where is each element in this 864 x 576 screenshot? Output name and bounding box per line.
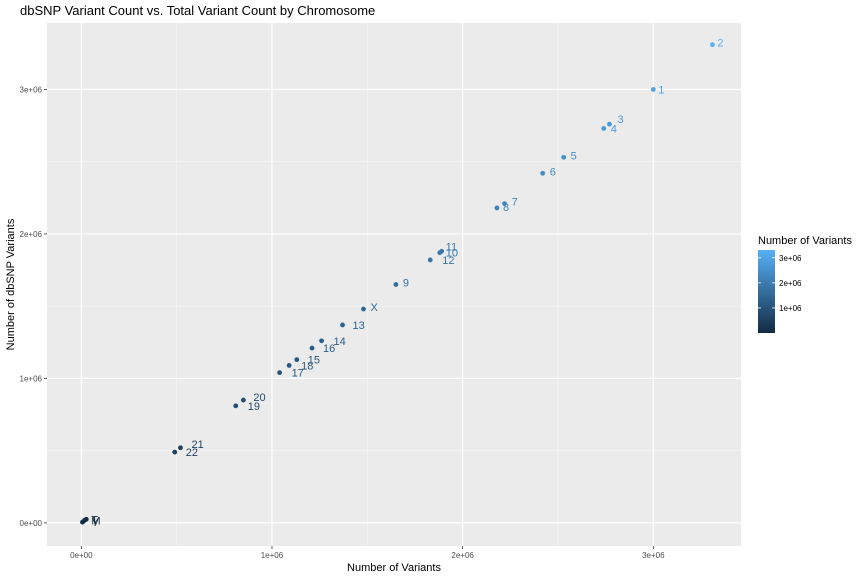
data-point-12 [427, 257, 433, 263]
data-point-2 [710, 42, 715, 48]
data-point-8 [494, 205, 500, 211]
data-point-18 [286, 363, 292, 368]
data-point-22 [172, 449, 178, 455]
point-label-21: 21 [191, 439, 203, 451]
point-label-Y: Y [91, 517, 99, 529]
point-label-M: M [91, 516, 100, 528]
point-label-10: 10 [446, 248, 458, 260]
data-point-5 [561, 154, 567, 160]
y-tick-label: 1e+06 [20, 374, 43, 383]
point-label-18: 18 [301, 360, 313, 372]
data-point-13 [340, 322, 345, 328]
data-point-9 [393, 282, 399, 287]
point-label-X: X [370, 302, 378, 314]
data-point-T [83, 516, 89, 522]
point-label-20: 20 [253, 392, 265, 404]
legend-label: 3e+06 [779, 254, 802, 263]
point-label-5: 5 [571, 150, 577, 162]
point-label-3: 3 [617, 114, 623, 126]
data-point-14 [319, 338, 324, 344]
y-axis-title: Number of dbSNP Variants [5, 218, 17, 350]
grid-lines [47, 23, 741, 546]
data-point-11 [439, 248, 445, 254]
data-point-17 [277, 370, 283, 376]
data-point-6 [540, 170, 546, 176]
x-tick-label: 3e+06 [642, 551, 665, 560]
data-point-3 [607, 121, 612, 127]
data-point-19 [233, 403, 239, 409]
legend-ticks: 1e+06 2e+06 3e+06 [758, 254, 802, 313]
x-tick-label: 1e+06 [261, 551, 284, 560]
point-label-15: 15 [308, 355, 320, 367]
data-points [80, 42, 715, 525]
x-axis-title: Number of Variants [347, 562, 441, 574]
point-label-9: 9 [403, 278, 409, 290]
y-tick-label: 0e+00 [20, 519, 43, 528]
chart-title: dbSNP Variant Count vs. Total Variant Co… [20, 3, 375, 18]
y-tick-label: 3e+06 [20, 85, 43, 94]
y-axis-ticks: 0e+00 1e+06 2e+06 3e+06 [20, 85, 47, 528]
point-label-16: 16 [323, 343, 335, 355]
x-axis-ticks: 0e+00 1e+06 2e+06 3e+06 [70, 546, 665, 560]
data-point-16 [309, 345, 315, 351]
data-point-X [361, 306, 366, 312]
legend-title: Number of Variants [758, 235, 852, 247]
data-point-4 [601, 126, 607, 131]
point-label-11: 11 [446, 241, 457, 253]
color-legend: Number of Variants 1e+06 2e+06 3e+06 [758, 235, 852, 333]
legend-color-bar [758, 250, 775, 333]
data-point-7 [502, 201, 507, 206]
legend-label: 1e+06 [779, 304, 802, 313]
data-point-1 [650, 87, 656, 92]
y-tick-label: 2e+06 [20, 230, 43, 239]
point-label-17: 17 [292, 368, 304, 380]
x-tick-label: 0e+00 [70, 551, 93, 560]
data-point-21 [178, 445, 183, 451]
data-point-20 [240, 397, 246, 403]
legend-label: 2e+06 [779, 279, 802, 288]
point-label-4: 4 [611, 123, 617, 135]
point-label-19: 19 [248, 401, 260, 413]
point-label-8: 8 [503, 202, 509, 214]
data-point-15 [294, 357, 300, 363]
point-label-14: 14 [334, 336, 346, 348]
point-label-7: 7 [512, 197, 518, 209]
point-label-6: 6 [550, 166, 556, 178]
point-label-12: 12 [442, 255, 454, 267]
point-label-13: 13 [353, 320, 365, 332]
x-tick-label: 2e+06 [451, 551, 474, 560]
point-label-T: T [91, 514, 98, 526]
point-label-2: 2 [717, 38, 723, 50]
point-label-22: 22 [186, 447, 198, 459]
point-label-1: 1 [658, 84, 664, 96]
